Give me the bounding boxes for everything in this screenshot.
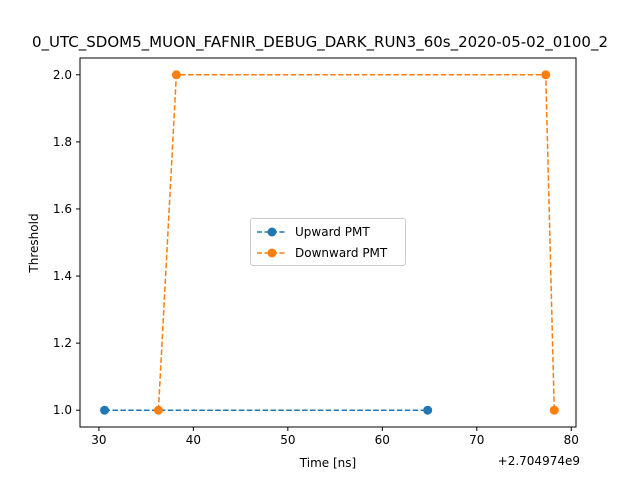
axis-ticks: 30 40 50 60 70 80 1.0 1.2 1.4 1.6 1.8 2.0 — [53, 68, 579, 447]
legend-entry-upward: Upward PMT — [257, 223, 370, 241]
chart-title: 0_UTC_SDOM5_MUON_FAFNIR_DEBUG_DARK_RUN3_… — [32, 33, 608, 51]
legend-entry-downward: Downward PMT — [257, 244, 387, 262]
x-axis-offset-label: +2.704974e9 — [497, 454, 580, 468]
x-tick-label: 70 — [469, 433, 484, 447]
legend: Upward PMT Downward PMT — [250, 218, 406, 266]
x-tick-label: 40 — [186, 433, 201, 447]
y-axis-label: Threshold — [27, 213, 41, 273]
x-tick-label: 80 — [564, 433, 579, 447]
x-tick-label: 50 — [280, 433, 295, 447]
series-line-1 — [157, 74, 556, 411]
legend-marker-upward — [257, 227, 287, 237]
x-axis-label: Time [ns] — [299, 456, 357, 470]
series-group — [100, 70, 559, 415]
y-tick-label: 1.2 — [53, 336, 72, 350]
data-point — [171, 70, 181, 80]
y-tick-label: 1.0 — [53, 403, 72, 417]
y-tick-label: 1.4 — [53, 269, 72, 283]
data-point — [549, 405, 559, 415]
data-point — [423, 405, 433, 415]
x-tick-label: 60 — [375, 433, 390, 447]
y-tick-label: 2.0 — [53, 68, 72, 82]
data-point — [541, 70, 551, 80]
legend-marker-downward — [257, 248, 287, 258]
y-tick-label: 1.8 — [53, 135, 72, 149]
plot-frame — [79, 57, 577, 428]
data-point — [153, 405, 163, 415]
data-point — [100, 405, 110, 415]
legend-label-upward: Upward PMT — [295, 225, 370, 239]
legend-label-downward: Downward PMT — [295, 246, 388, 260]
x-tick-label: 30 — [91, 433, 106, 447]
y-tick-label: 1.6 — [53, 202, 72, 216]
